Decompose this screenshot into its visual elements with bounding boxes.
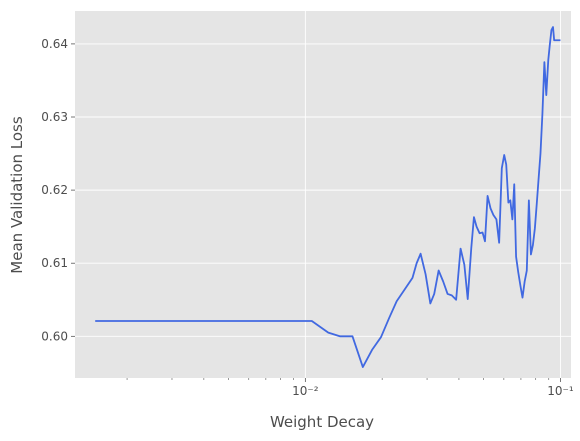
- x-axis-label: Weight Decay: [270, 413, 374, 431]
- grid-lines: [75, 11, 571, 378]
- plot-background: [75, 11, 571, 378]
- x-axis-ticks: 10⁻² 10⁻¹: [126, 378, 574, 398]
- y-tick-label: 0.62: [41, 183, 68, 197]
- y-tick-label: 0.61: [41, 256, 68, 270]
- series-line: [95, 26, 561, 368]
- x-tick-label: 10⁻¹: [547, 384, 574, 398]
- y-tick-label: 0.64: [41, 37, 68, 51]
- y-axis-label: Mean Validation Loss: [8, 116, 26, 274]
- y-tick-label: 0.60: [41, 329, 68, 343]
- y-tick-label: 0.63: [41, 110, 68, 124]
- y-axis-ticks: 0.60 0.61 0.62 0.63 0.64: [41, 37, 75, 343]
- x-tick-label: 10⁻²: [292, 384, 319, 398]
